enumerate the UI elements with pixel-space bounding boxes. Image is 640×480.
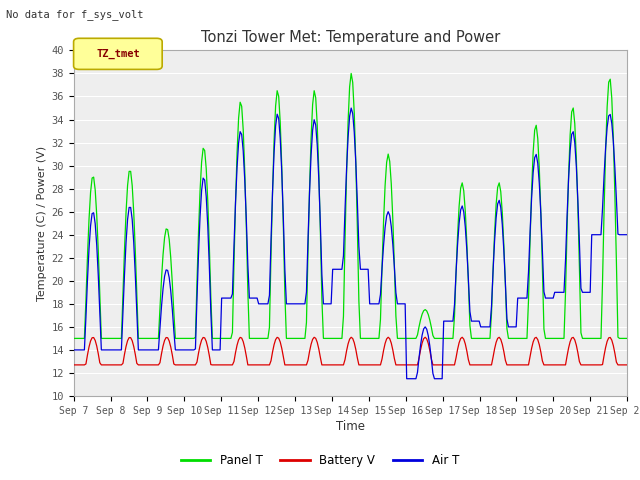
Y-axis label: Temperature (C) / Power (V): Temperature (C) / Power (V) [37,145,47,301]
FancyBboxPatch shape [74,38,162,70]
Legend: Panel T, Battery V, Air T: Panel T, Battery V, Air T [176,449,464,472]
Text: TZ_tmet: TZ_tmet [96,49,140,59]
Title: Tonzi Tower Met: Temperature and Power: Tonzi Tower Met: Temperature and Power [201,30,500,45]
Text: No data for f_sys_volt: No data for f_sys_volt [6,9,144,20]
X-axis label: Time: Time [336,420,365,433]
